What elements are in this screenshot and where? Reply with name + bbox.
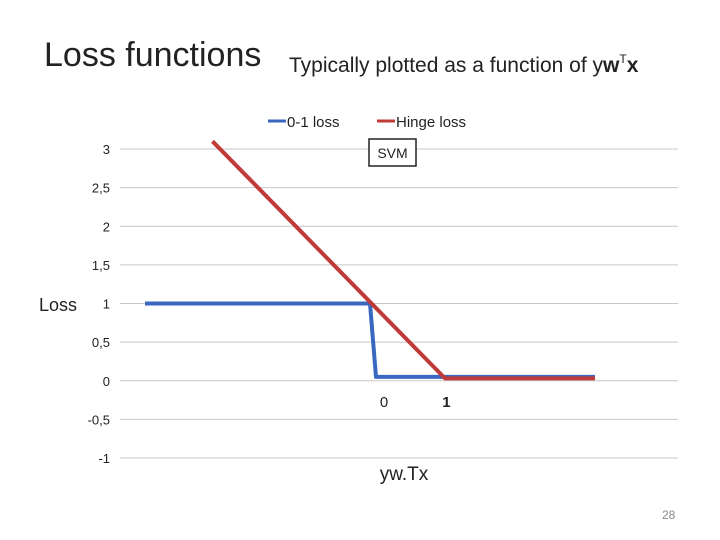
y-tick-label: 1,5 [92,258,110,273]
chart-legend: 0-1 loss Hinge loss [268,114,466,131]
page-number: 28 [662,508,676,522]
slide-title: Loss functions [44,36,262,74]
x-tick-label: 1 [442,394,450,411]
svm-annotation-label: SVM [377,145,407,161]
y-tick-label: 2,5 [92,181,110,196]
slide-subtitle: Typically plotted as a function of ywTx [289,52,639,77]
legend-label: Hinge loss [396,114,466,131]
y-tick-labels: 3 2,5 2 1,5 1 0,5 0 -0,5 -1 [88,142,110,466]
y-tick-label: 0,5 [92,335,110,350]
x-tick-label: 0 [380,394,388,411]
y-tick-label: -1 [98,451,110,466]
legend-label: 0-1 loss [287,114,340,131]
y-tick-label: 3 [103,142,110,157]
y-tick-label: 2 [103,219,110,234]
series-lines [145,139,595,381]
series-line-hinge-loss [211,139,595,381]
y-tick-label: -0,5 [88,412,110,427]
x-axis-label: yw.Tx [380,464,429,485]
y-tick-label: 0 [103,374,110,389]
y-tick-label: 1 [103,297,110,312]
series-line-0-1-loss [145,301,595,379]
y-axis-label: Loss [39,295,77,315]
svm-annotation: SVM [368,138,417,167]
